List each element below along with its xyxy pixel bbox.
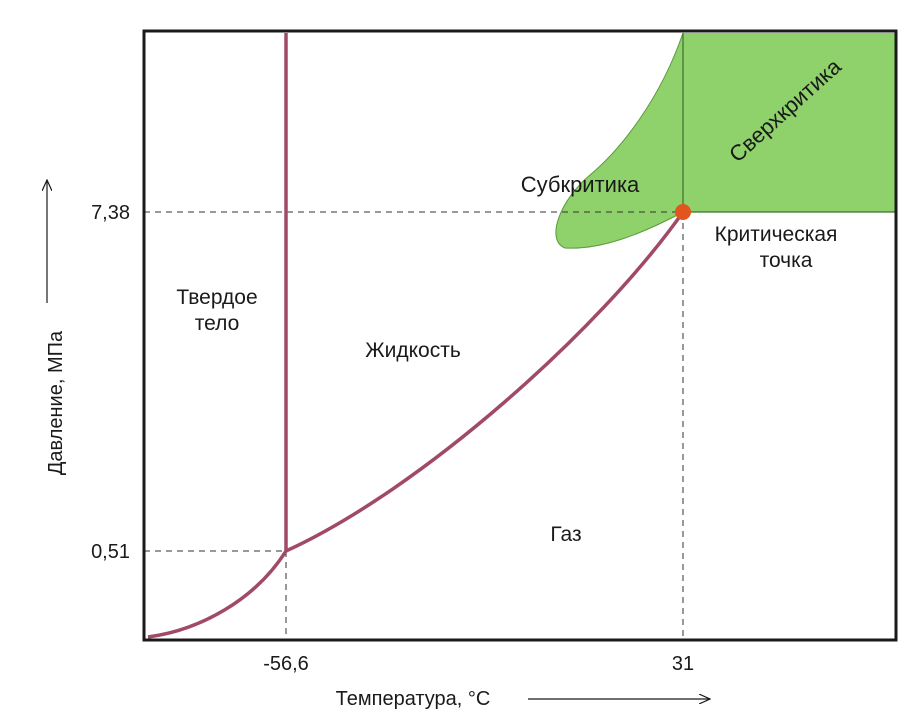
sublimation-curve <box>147 550 288 639</box>
critical-point-label-line2: точка <box>760 249 813 272</box>
guide-lines <box>144 211 684 640</box>
x-tick-critical-temperature: 31 <box>672 653 694 675</box>
plot-frame <box>142 29 898 642</box>
supercritical-region <box>683 33 896 212</box>
subcritical-region <box>555 32 684 249</box>
x-tick-triple-temperature: -56,6 <box>263 653 309 675</box>
y-tick-triple-pressure: 0,51 <box>91 541 130 563</box>
liquid-label: Жидкость <box>365 339 461 362</box>
critical-point-marker <box>675 204 691 220</box>
solid-label-line2: тело <box>195 312 240 335</box>
solid-label-line1: Твердое <box>176 286 257 309</box>
y-tick-critical-pressure: 7,38 <box>91 202 130 224</box>
gas-label: Газ <box>550 523 581 546</box>
subcritical-label: Субкритика <box>521 172 640 197</box>
x-axis-title: Температура, °C <box>336 688 491 710</box>
critical-point-label-line1: Критическая <box>715 223 838 246</box>
vaporization-curve <box>285 210 685 553</box>
y-axis-title: Давление, МПа <box>45 330 67 475</box>
